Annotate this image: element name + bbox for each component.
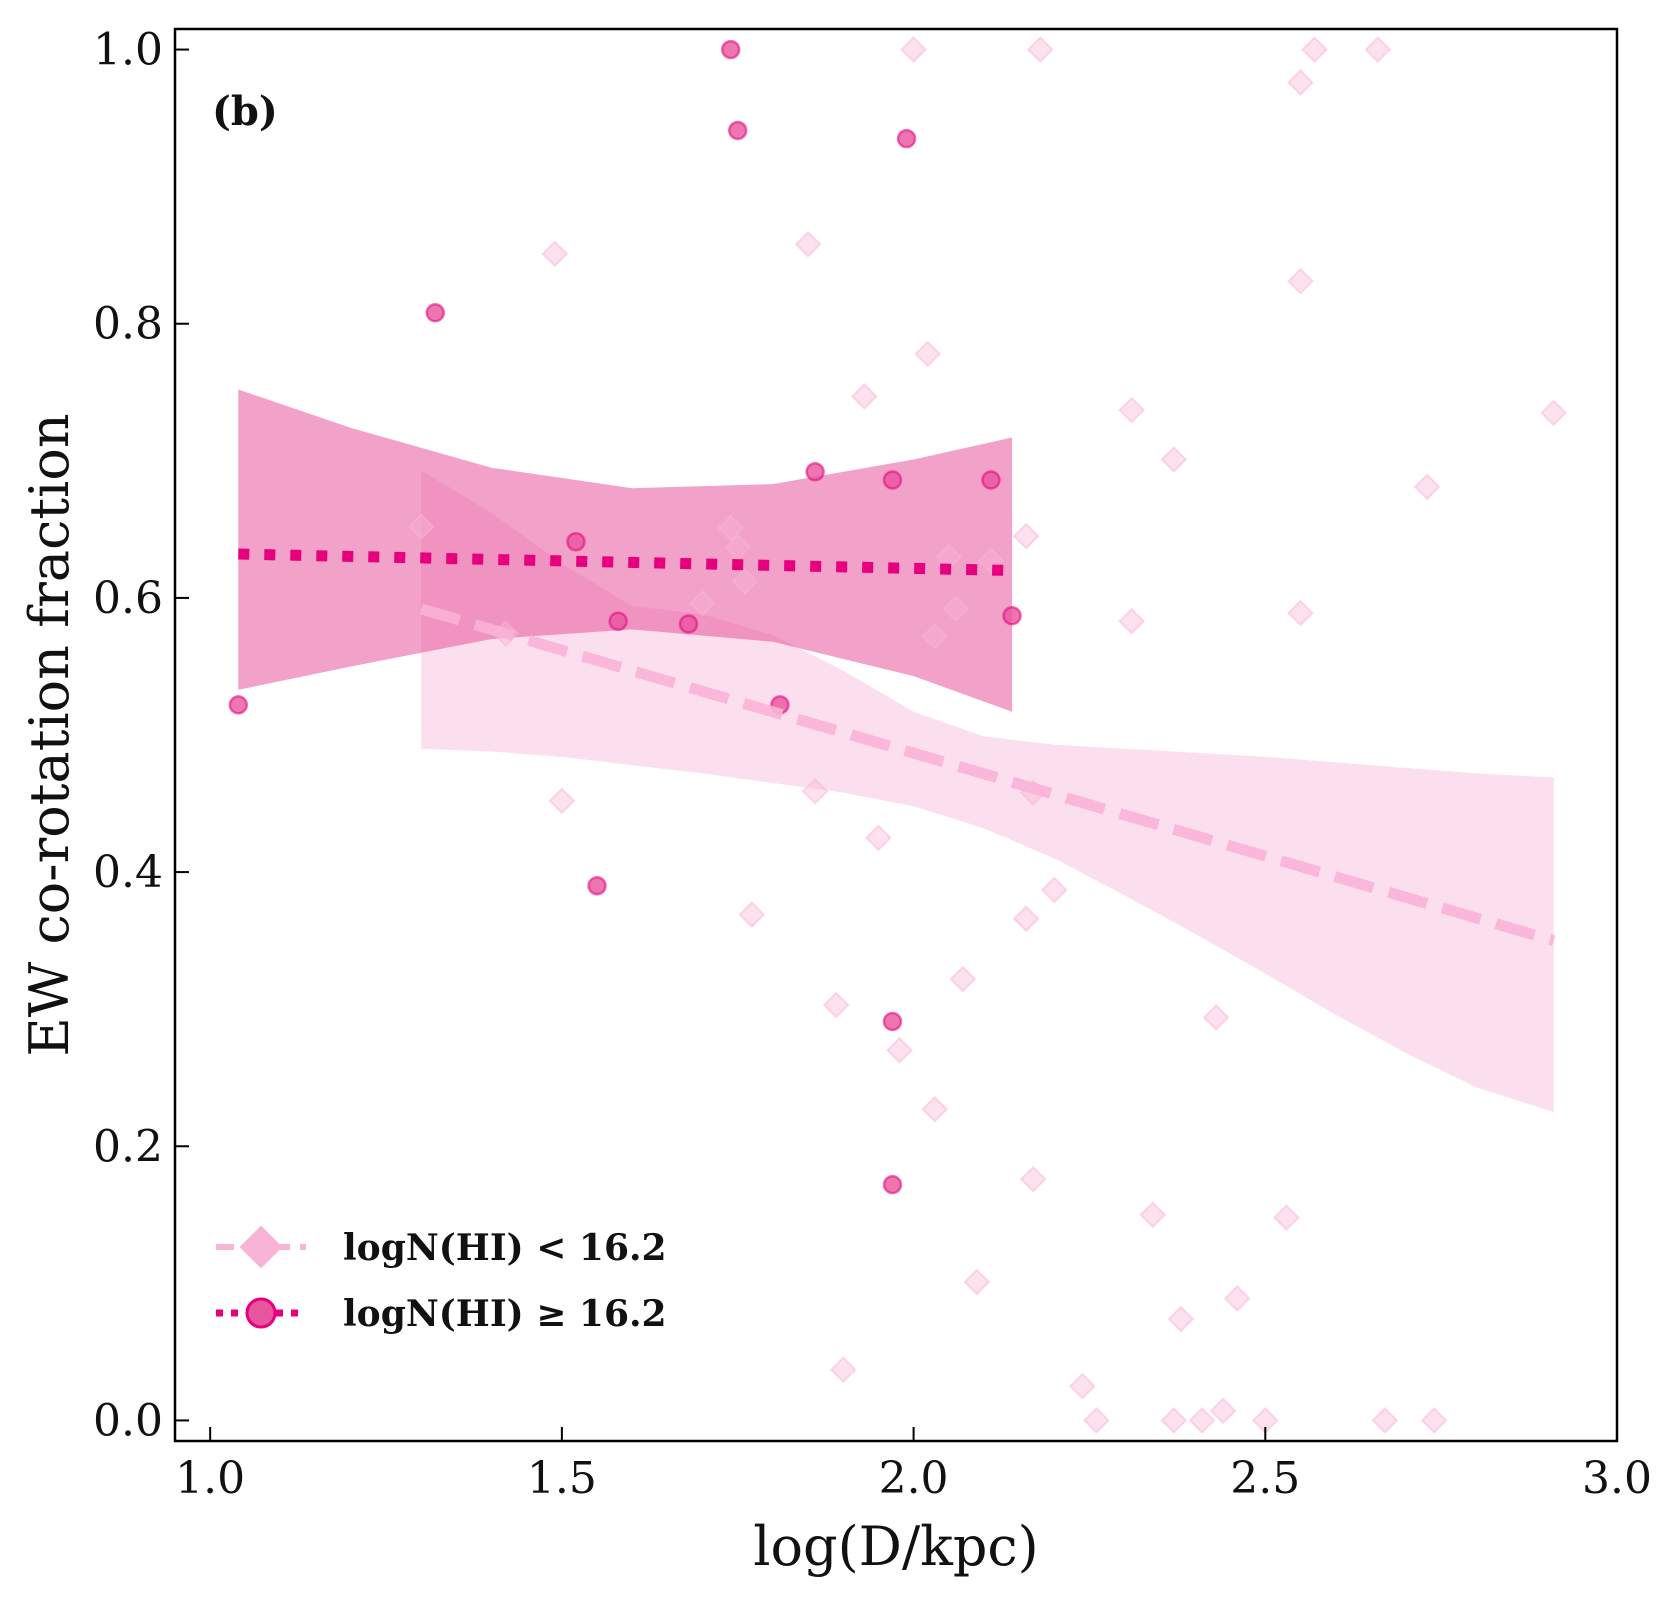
marker-low-13 xyxy=(850,382,878,410)
marker-low-35 xyxy=(1139,1201,1167,1229)
y-tick-label-2: 0.4 xyxy=(93,847,163,898)
marker-high-1 xyxy=(425,303,446,323)
marker-low-52 xyxy=(1420,1407,1448,1434)
marker-low-49 xyxy=(1364,36,1392,63)
marker-low-41 xyxy=(1209,1397,1237,1425)
marker-low-14 xyxy=(865,824,892,852)
marker-high-4 xyxy=(608,611,628,631)
marker-low-31 xyxy=(1068,1372,1096,1400)
marker-low-53 xyxy=(1540,399,1568,427)
marker-low-33 xyxy=(1118,396,1146,424)
confidence-bands xyxy=(238,389,1554,1112)
marker-high-2 xyxy=(566,531,586,552)
legend-entry-high: logN(HI) ≥ 16.2 xyxy=(216,1293,667,1335)
y-axis-ticks: 0.0 0.2 0.4 0.6 0.8 1.0 xyxy=(93,25,189,1446)
marker-high-0 xyxy=(228,695,249,715)
marker-high-6 xyxy=(720,39,741,60)
marker-low-30 xyxy=(1040,876,1068,904)
marker-low-10 xyxy=(801,777,829,805)
marker-high-12 xyxy=(882,1174,903,1195)
marker-low-40 xyxy=(1202,1003,1230,1031)
y-tick-label-1: 0.2 xyxy=(93,1121,163,1172)
marker-low-23 xyxy=(963,1268,991,1296)
marker-high-5 xyxy=(678,614,699,634)
fit-lines xyxy=(238,548,1556,946)
marker-low-28 xyxy=(1019,1165,1047,1193)
marker-low-18 xyxy=(921,1095,949,1123)
y-tick-label-3: 0.6 xyxy=(93,573,163,624)
marker-low-16 xyxy=(900,36,927,63)
marker-high-15 xyxy=(1002,605,1022,626)
marker-high-3 xyxy=(587,876,607,896)
marker-low-2 xyxy=(548,787,576,815)
confidence-band-high xyxy=(238,389,1013,712)
marker-low-15 xyxy=(886,1036,913,1064)
legend-label-low: logN(HI) < 16.2 xyxy=(343,1227,667,1269)
marker-low-34 xyxy=(1118,607,1146,635)
legend-entry-low: logN(HI) < 16.2 xyxy=(216,1225,667,1269)
marker-low-17 xyxy=(914,340,942,368)
marker-low-7 xyxy=(689,589,716,617)
marker-low-39 xyxy=(1188,1407,1216,1434)
x-tick-label-4: 3.0 xyxy=(1582,1453,1652,1504)
y-tick-label-5: 1.0 xyxy=(93,25,163,76)
marker-low-32 xyxy=(1083,1407,1110,1434)
marker-low-11 xyxy=(822,991,850,1019)
marker-high-7 xyxy=(727,120,748,141)
marker-low-3 xyxy=(717,514,745,542)
legend-diamond-low xyxy=(239,1225,283,1269)
marker-low-45 xyxy=(1287,69,1314,96)
x-axis-ticks: 1.0 1.5 2.0 2.5 3.0 xyxy=(175,1427,1652,1504)
x-tick-label-1: 1.5 xyxy=(527,1453,597,1504)
marker-low-36 xyxy=(1160,1407,1188,1434)
x-axis-title: log(D/kpc) xyxy=(753,1515,1039,1578)
x-tick-label-2: 2.0 xyxy=(879,1453,949,1504)
marker-low-51 xyxy=(1413,473,1441,501)
y-tick-label-0: 0.0 xyxy=(93,1395,163,1446)
legend: logN(HI) < 16.2 logN(HI) ≥ 16.2 xyxy=(216,1225,667,1335)
marker-low-46 xyxy=(1287,599,1314,627)
legend-circle-high xyxy=(245,1297,277,1329)
marker-low-42 xyxy=(1223,1285,1251,1312)
marker-high-11 xyxy=(882,1011,903,1032)
marker-low-9 xyxy=(794,230,822,258)
marker-low-47 xyxy=(1287,267,1314,295)
marker-low-50 xyxy=(1371,1407,1399,1434)
marker-low-48 xyxy=(1301,36,1328,63)
legend-label-high: logN(HI) ≥ 16.2 xyxy=(343,1293,667,1335)
marker-high-13 xyxy=(896,128,917,149)
y-tick-label-4: 0.8 xyxy=(93,299,163,350)
marker-low-22 xyxy=(949,965,977,993)
marker-low-37 xyxy=(1160,446,1188,473)
marker-low-26 xyxy=(1012,905,1040,933)
marker-low-38 xyxy=(1167,1305,1195,1333)
marker-low-6 xyxy=(738,901,766,928)
x-tick-label-0: 1.0 xyxy=(175,1453,245,1504)
fit-line-low xyxy=(419,603,1556,946)
y-axis-title: EW co-rotation fraction xyxy=(18,413,81,1056)
marker-high-10 xyxy=(882,470,903,490)
marker-low-21 xyxy=(942,595,970,623)
panel-label: (b) xyxy=(212,88,278,135)
marker-high-9 xyxy=(805,462,825,482)
plot-frame xyxy=(173,27,1619,1443)
marker-high-14 xyxy=(981,470,1001,490)
marker-low-12 xyxy=(829,1356,857,1384)
marker-low-44 xyxy=(1272,1204,1300,1231)
x-tick-label-3: 2.5 xyxy=(1230,1453,1300,1504)
marker-low-1 xyxy=(541,240,569,268)
marker-low-29 xyxy=(1026,36,1054,63)
marker-low-25 xyxy=(1012,522,1040,550)
marker-low-5 xyxy=(731,568,759,595)
marker-low-0 xyxy=(407,513,435,541)
marker-low-19 xyxy=(921,622,949,650)
scatter-markers xyxy=(228,36,1568,1434)
